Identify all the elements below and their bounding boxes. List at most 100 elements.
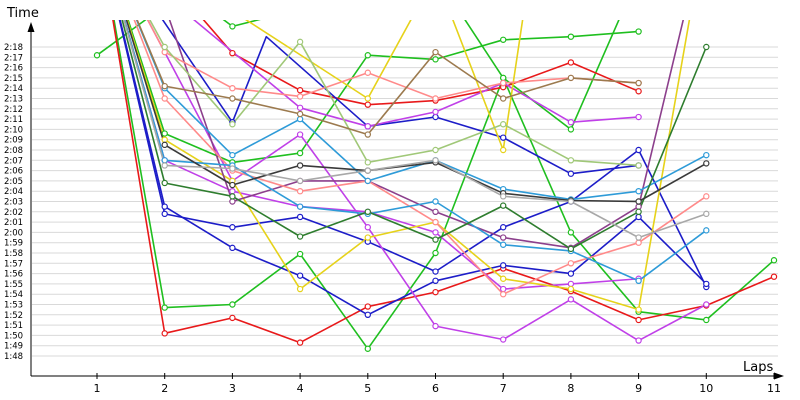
data-point (161, 179, 168, 187)
data-point (500, 224, 507, 231)
data-point (161, 162, 168, 169)
data-point (500, 202, 507, 209)
data-point (635, 198, 642, 205)
data-point (229, 198, 236, 205)
y-tick-label: 1:58 (4, 249, 23, 259)
y-tick-label: 1:52 (4, 311, 23, 321)
x-tick-label: 5 (364, 382, 371, 395)
data-point (432, 208, 439, 215)
data-point (229, 244, 236, 252)
y-tick-label: 2:04 (4, 187, 23, 197)
data-point (229, 49, 236, 57)
y-tick-label: 2:17 (4, 53, 23, 63)
data-point (500, 193, 507, 200)
data-point (500, 336, 507, 343)
data-point (364, 345, 371, 352)
data-point (364, 95, 371, 102)
data-point (635, 277, 642, 285)
y-tick-label: 2:15 (4, 74, 23, 84)
series-line-8 (119, 20, 707, 316)
data-point (229, 224, 236, 231)
tick-labels: 1:481:491:501:511:521:531:541:551:561:57… (4, 43, 781, 395)
series-line-18 (123, 20, 707, 282)
y-tick-label: 2:05 (4, 177, 23, 187)
y-tick-label: 2:02 (4, 208, 23, 218)
series-line-9 (161, 20, 639, 175)
data-point (567, 198, 575, 205)
y-tick-label: 2:03 (4, 198, 23, 208)
data-point (296, 203, 304, 210)
series-line-15 (168, 20, 685, 249)
y-tick-label: 2:13 (4, 95, 23, 105)
data-point (703, 193, 710, 200)
data-point (567, 285, 575, 293)
data-point (635, 88, 642, 95)
x-tick-label: 4 (297, 382, 304, 395)
x-tick-label: 3 (229, 382, 236, 395)
data-point (567, 59, 575, 66)
data-point (567, 33, 575, 40)
y-tick-label: 1:50 (4, 331, 23, 341)
data-point (432, 157, 439, 164)
data-point (364, 159, 371, 166)
y-tick-label: 2:08 (4, 146, 23, 156)
data-point (229, 181, 236, 189)
data-point (296, 38, 304, 46)
data-point (635, 213, 642, 221)
data-point (432, 113, 439, 121)
data-point (567, 280, 575, 288)
x-tick-label: 2 (161, 382, 168, 395)
data-point (635, 208, 642, 215)
x-tick-label: 7 (500, 382, 507, 395)
data-point (432, 146, 439, 154)
data-point (161, 141, 168, 149)
data-point (635, 146, 642, 154)
series-line-22 (121, 20, 708, 250)
y-tick-label: 1:51 (4, 321, 23, 331)
data-point (432, 95, 439, 102)
data-point (567, 229, 575, 236)
data-point (432, 249, 439, 257)
data-point (500, 121, 507, 128)
data-point (432, 229, 439, 236)
series-line-19 (135, 20, 707, 201)
data-point (500, 95, 507, 102)
data-point (567, 126, 575, 133)
series-line-17 (133, 20, 707, 296)
data-point (161, 210, 168, 218)
data-point (567, 260, 575, 267)
y-tick-label: 2:09 (4, 136, 23, 146)
data-point (296, 250, 304, 258)
y-tick-label: 1:48 (4, 352, 23, 362)
data-point (296, 233, 304, 240)
data-point (296, 177, 304, 185)
data-point (635, 28, 642, 35)
y-tick-label: 1:54 (4, 290, 23, 300)
data-point (635, 162, 642, 169)
data-point (703, 227, 710, 234)
x-tick-label: 9 (635, 382, 642, 395)
data-point (296, 187, 304, 195)
data-point (364, 123, 371, 130)
data-point (364, 131, 371, 138)
data-point (229, 95, 236, 102)
data-point (500, 146, 507, 154)
data-point (567, 118, 575, 126)
data-point (635, 316, 642, 324)
data-point (364, 234, 371, 241)
x-tick-label: 11 (767, 382, 781, 395)
data-point (567, 245, 575, 253)
y-tick-label: 2:06 (4, 167, 23, 177)
data-point (567, 296, 575, 303)
data-point (364, 303, 371, 310)
data-point (500, 74, 507, 82)
series-line-11 (192, 20, 639, 128)
data-point (93, 52, 101, 59)
y-tick-label: 2:12 (4, 105, 23, 115)
data-point (229, 314, 236, 322)
data-point (500, 234, 507, 241)
data-point (432, 218, 439, 226)
data-point (364, 208, 371, 215)
data-point (500, 36, 507, 43)
